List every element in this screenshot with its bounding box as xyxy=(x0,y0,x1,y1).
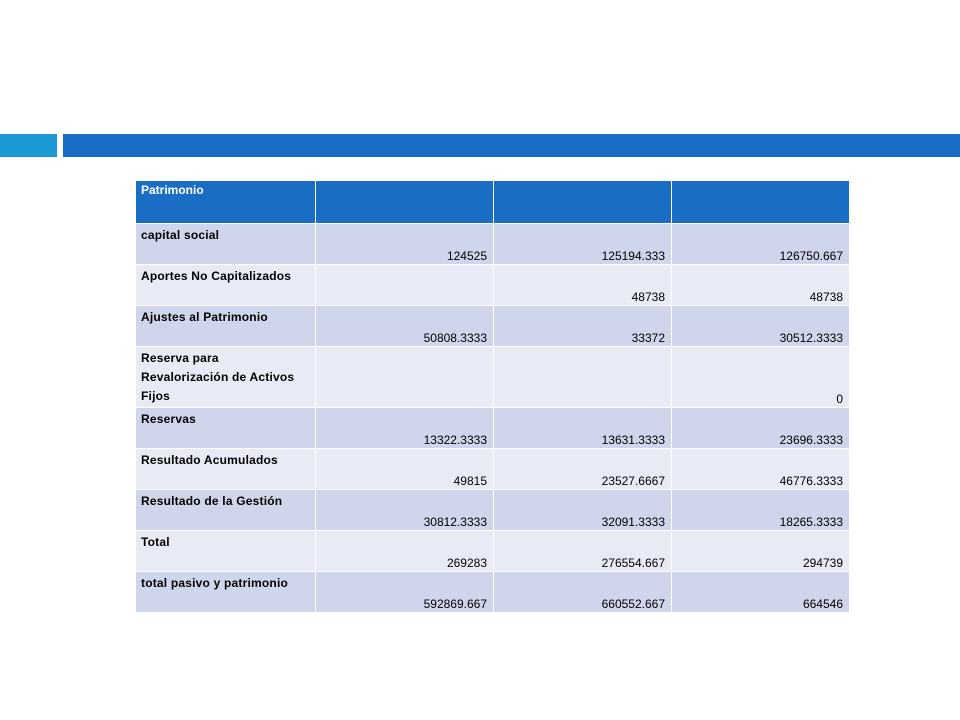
title-bar-accent xyxy=(0,134,57,157)
table-cell: 46776.3333 xyxy=(671,448,850,490)
table-row: capital social 124525 125194.333 126750.… xyxy=(135,223,850,265)
table-cell: 269283 xyxy=(315,530,494,572)
table-row: Aportes No Capitalizados 48738 48738 xyxy=(135,264,850,306)
row-label: Reservas xyxy=(135,407,316,449)
table-row: total pasivo y patrimonio 592869.667 660… xyxy=(135,571,850,613)
table-cell: 126750.667 xyxy=(671,223,850,265)
table-cell xyxy=(315,346,494,408)
table-row: Resultado Acumulados 49815 23527.6667 46… xyxy=(135,448,850,490)
table-cell: 48738 xyxy=(671,264,850,306)
table-cell: 48738 xyxy=(493,264,672,306)
table-cell: 276554.667 xyxy=(493,530,672,572)
table-cell: 0 xyxy=(671,346,850,408)
table-cell: 30812.3333 xyxy=(315,489,494,531)
row-label: Resultado de la Gestión xyxy=(135,489,316,531)
table-cell: 660552.667 xyxy=(493,571,672,613)
table-cell: 30512.3333 xyxy=(671,305,850,347)
table-cell: 13322.3333 xyxy=(315,407,494,449)
table-cell: 592869.667 xyxy=(315,571,494,613)
table-cell: 13631.3333 xyxy=(493,407,672,449)
table-cell xyxy=(315,264,494,306)
table-cell: 32091.3333 xyxy=(493,489,672,531)
table-cell: 664546 xyxy=(671,571,850,613)
table-cell: 23696.3333 xyxy=(671,407,850,449)
row-label: capital social xyxy=(135,223,316,265)
row-label: total pasivo y patrimonio xyxy=(135,571,316,613)
table-cell: 49815 xyxy=(315,448,494,490)
row-label: Aportes No Capitalizados xyxy=(135,264,316,306)
header-cell xyxy=(315,180,494,224)
table-row: Ajustes al Patrimonio 50808.3333 33372 3… xyxy=(135,305,850,347)
table-row: Reserva para Revalorización de Activos F… xyxy=(135,346,850,408)
table-row: Resultado de la Gestión 30812.3333 32091… xyxy=(135,489,850,531)
table-cell: 33372 xyxy=(493,305,672,347)
header-cell xyxy=(671,180,850,224)
table-cell: 125194.333 xyxy=(493,223,672,265)
header-cell xyxy=(493,180,672,224)
table-row: Reservas 13322.3333 13631.3333 23696.333… xyxy=(135,407,850,449)
table-cell: 124525 xyxy=(315,223,494,265)
row-label: Reserva para Revalorización de Activos F… xyxy=(135,346,316,408)
row-label: Ajustes al Patrimonio xyxy=(135,305,316,347)
row-label: Total xyxy=(135,530,316,572)
table-cell: 50808.3333 xyxy=(315,305,494,347)
table-cell: 23527.6667 xyxy=(493,448,672,490)
table-cell: 18265.3333 xyxy=(671,489,850,531)
title-bar xyxy=(63,134,960,157)
patrimonio-table: Patrimonio capital social 124525 125194.… xyxy=(135,180,850,613)
header-cell: Patrimonio xyxy=(135,180,316,224)
table-row: Total 269283 276554.667 294739 xyxy=(135,530,850,572)
table-cell: 294739 xyxy=(671,530,850,572)
row-label: Resultado Acumulados xyxy=(135,448,316,490)
table-cell xyxy=(493,346,672,408)
table-header-row: Patrimonio xyxy=(135,180,850,224)
